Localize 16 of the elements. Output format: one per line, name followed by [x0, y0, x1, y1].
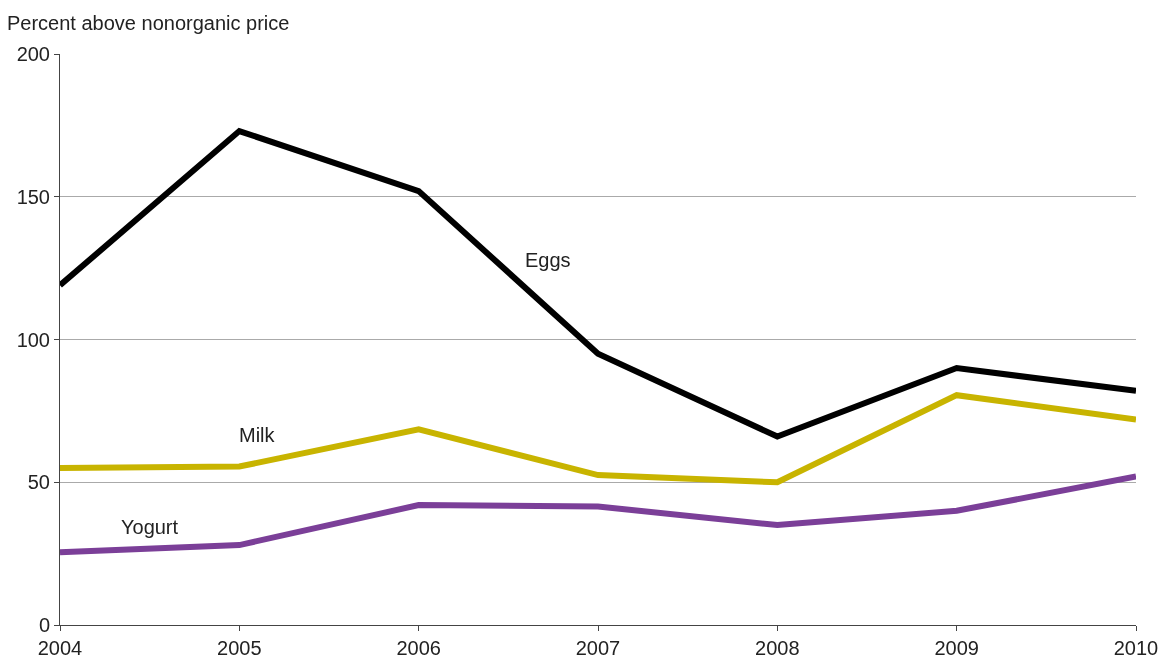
series-label: Yogurt	[121, 516, 179, 538]
x-tick-label: 2009	[934, 637, 979, 659]
x-tick-label: 2008	[755, 637, 800, 659]
y-tick-label: 50	[27, 471, 50, 494]
y-tick-label: 100	[16, 328, 50, 351]
x-tick-label: 2007	[575, 637, 621, 659]
y-tick-label: 150	[16, 185, 50, 208]
y-axis-title: Percent above nonorganic price	[7, 12, 290, 34]
x-tick-label: 2005	[217, 637, 262, 659]
x-tick-label: 2010	[1113, 637, 1159, 659]
series-label: Eggs	[525, 249, 571, 271]
x-tick-label: 2004	[37, 637, 83, 659]
y-tick-label: 200	[16, 43, 50, 65]
series-label: Milk	[239, 424, 276, 446]
y-tick-label: 0	[38, 614, 50, 636]
x-tick-label: 2006	[396, 637, 441, 659]
